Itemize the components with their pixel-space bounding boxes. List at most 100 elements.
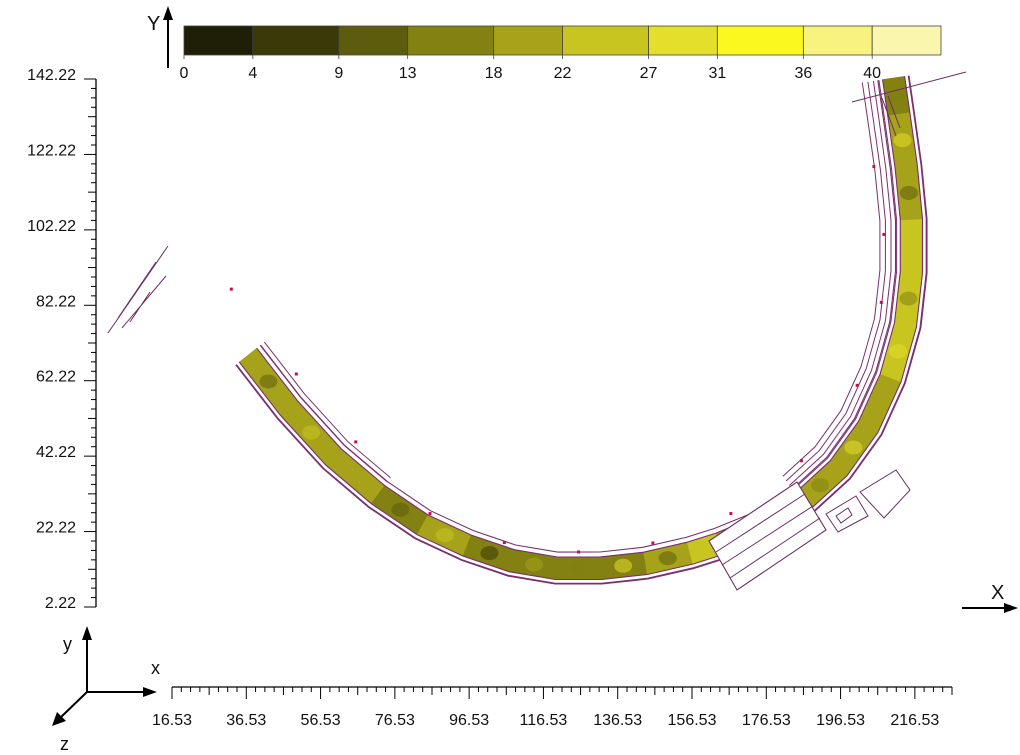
x-axis-arrow — [962, 603, 1018, 613]
left-end-cap — [107, 245, 169, 334]
band-contour-blob — [889, 344, 908, 359]
point-marker — [502, 541, 506, 545]
colorbar-bin-2 — [338, 25, 409, 56]
boundary-line — [235, 75, 927, 584]
x-tick-label: 116.53 — [520, 712, 568, 729]
y-axis-arrow — [163, 6, 173, 68]
point-marker — [577, 550, 581, 554]
colorbar-bin-3 — [407, 25, 495, 56]
x-tick-label: 196.53 — [816, 712, 865, 729]
joint-small-box — [825, 495, 869, 533]
colorbar-label-2: 9 — [334, 65, 343, 82]
coordinate-triad — [52, 626, 157, 726]
y-axis-label: Y — [147, 13, 160, 35]
colorbar-bin-1 — [252, 25, 340, 56]
y-tick-label: 22.22 — [36, 520, 76, 537]
y-tick-label: 142.22 — [27, 67, 76, 84]
x-tick-label: 216.53 — [890, 712, 939, 729]
y-tick-label: 62.22 — [36, 369, 76, 386]
band-contour-blob — [569, 561, 588, 576]
band-contour-blob — [346, 468, 365, 483]
x-tick-label: 16.53 — [152, 712, 192, 729]
colorbar-bin-9 — [871, 25, 942, 56]
point-marker — [799, 459, 803, 463]
band-contour-blob — [902, 238, 921, 253]
colorbar-bin-4 — [493, 25, 563, 56]
boundary-line — [260, 80, 897, 553]
colorbar-label-0: 0 — [180, 65, 189, 82]
contour-band — [238, 75, 923, 580]
y-tick-label: 102.22 — [27, 218, 76, 235]
left-end-detail — [117, 261, 167, 329]
colorbar-label-1: 4 — [248, 65, 257, 82]
point-marker — [855, 383, 859, 387]
point-marker — [354, 440, 358, 444]
x-axis-label: X — [991, 582, 1004, 604]
boundary-line — [235, 75, 928, 585]
point-marker — [229, 287, 233, 291]
x-tick-label: 96.53 — [449, 712, 489, 729]
band-contour-blob — [899, 291, 918, 306]
right-end-detail — [881, 95, 901, 137]
band-contour-blob — [811, 478, 830, 493]
y-tick-label: 42.22 — [36, 444, 76, 461]
band-contour-blob — [435, 528, 454, 543]
triad-x-label: x — [151, 658, 160, 678]
boundary-lines — [235, 75, 928, 585]
point-marker — [729, 512, 733, 516]
outer-line-left — [264, 341, 391, 479]
colorbar-label-6: 27 — [640, 65, 658, 82]
band-contour-blob — [658, 551, 677, 566]
band-contour-blob — [870, 395, 889, 410]
band-contour-blob — [899, 185, 918, 200]
colorbar-bin-0 — [183, 25, 254, 56]
joint-inner-box — [835, 507, 853, 524]
band-contour-blob — [259, 374, 278, 389]
point-marker — [294, 372, 298, 376]
band-contour-blob — [391, 502, 410, 517]
y-axis: 2.22 22.22 42.22 62.22 82.22 102.22 122.22 142.… — [27, 67, 97, 612]
band-contour-blob — [614, 558, 633, 573]
boundary-line — [256, 79, 901, 558]
point-marker — [872, 165, 876, 169]
band-contour-blob — [302, 425, 321, 440]
outer-line — [792, 80, 898, 491]
outer-line — [785, 81, 886, 482]
point-marker — [879, 300, 883, 304]
colorbar-label-7: 31 — [708, 65, 726, 82]
outer-line — [789, 80, 892, 486]
right-end-cap — [851, 71, 967, 103]
band-contour-blob — [695, 541, 714, 556]
triad-z-label: z — [60, 734, 69, 754]
x-tick-label: 156.53 — [668, 712, 717, 729]
point-markers — [229, 165, 886, 554]
side-box — [859, 469, 911, 519]
point-marker — [651, 541, 655, 545]
colorbar-bin-7 — [716, 25, 804, 56]
colorbar-bin-5 — [562, 25, 649, 56]
x-tick-label: 76.53 — [375, 712, 415, 729]
joint-lines — [715, 493, 821, 579]
band-contour-blob — [480, 546, 499, 561]
x-axis: 16.53 36.53 56.53 76.53 96.53 116.53 136.53 156… — [152, 686, 953, 729]
x-tick-label: 36.53 — [226, 712, 266, 729]
colorbar-label-8: 36 — [794, 65, 812, 82]
colorbar-bin-6 — [648, 25, 718, 56]
band-contour-blob — [887, 88, 906, 103]
point-marker — [882, 232, 886, 236]
outer-line — [782, 82, 881, 477]
x-tick-label: 176.53 — [742, 712, 791, 729]
y-tick-label: 2.22 — [45, 595, 76, 612]
structure-outlines — [107, 71, 967, 591]
outer-line-left — [259, 345, 388, 483]
y-tick-label: 82.22 — [36, 293, 76, 310]
triad-y-label: y — [63, 634, 72, 654]
band-contour-blob — [893, 133, 912, 148]
colorbar-label-5: 22 — [554, 65, 572, 82]
colorbar-label-9: 40 — [863, 65, 881, 82]
colorbar-label-4: 18 — [485, 65, 503, 82]
colorbar-bin-8 — [802, 25, 873, 56]
x-tick-label: 136.53 — [593, 712, 642, 729]
boundary-line — [238, 76, 924, 581]
